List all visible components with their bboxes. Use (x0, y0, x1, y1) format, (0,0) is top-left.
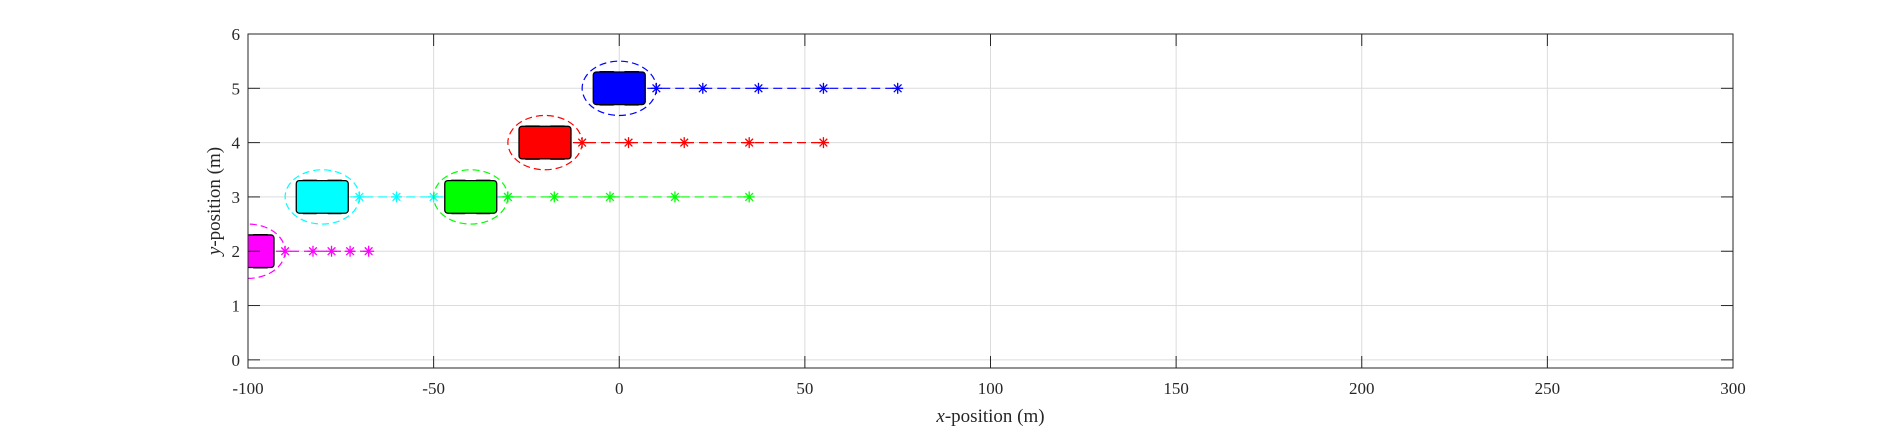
trajectory-point (817, 137, 829, 149)
tick-labels: -100 -50 0 50 100 150 200 250 300 0 1 2 3 4 5 6 (232, 25, 1746, 398)
vehicle-series (433, 169, 755, 225)
vehicle (295, 179, 349, 215)
vehicle-wheel (228, 265, 244, 269)
trajectory-point (743, 191, 755, 203)
vehicle-body (518, 125, 572, 160)
x-axis-label: x-position (m) (935, 406, 1044, 427)
trajectory-point (817, 82, 829, 94)
trajectory-point (344, 245, 356, 257)
trajectory-point (604, 191, 616, 203)
vehicle (228, 233, 275, 269)
x-tick-label: 50 (796, 379, 813, 398)
y-tick-label: 5 (232, 79, 241, 98)
trajectory-point (576, 137, 588, 149)
x-tick-label: 150 (1163, 379, 1189, 398)
x-tick-label: -100 (232, 379, 263, 398)
series-layer (228, 60, 904, 279)
ticks (247, 33, 1734, 368)
y-tick-label: 0 (232, 351, 241, 370)
y-tick-label: 3 (232, 188, 241, 207)
trajectory-point (363, 245, 375, 257)
trajectory-point (502, 191, 514, 203)
vehicle (518, 125, 572, 160)
vehicle-series (228, 223, 375, 279)
x-tick-label: 200 (1349, 379, 1375, 398)
vehicle-series (507, 114, 829, 171)
trajectory-point (548, 191, 560, 203)
vehicle (592, 71, 646, 106)
trajectory-point (892, 82, 904, 94)
trajectory-point (752, 82, 764, 94)
x-tick-label: 0 (615, 379, 624, 398)
trajectory-point (678, 137, 690, 149)
trajectory-point (669, 191, 681, 203)
y-tick-label: 6 (232, 25, 241, 44)
trajectory-point (650, 82, 662, 94)
vehicle-body (248, 234, 275, 269)
trajectory-point (326, 245, 338, 257)
vehicle-body (444, 179, 498, 214)
x-tick-label: 250 (1535, 379, 1561, 398)
x-tick-label: -50 (422, 379, 445, 398)
trajectory-point (743, 137, 755, 149)
x-tick-label: 100 (978, 379, 1004, 398)
trajectory-point (697, 82, 709, 94)
vehicle-series (581, 60, 904, 117)
y-tick-label: 2 (232, 242, 241, 261)
vehicle-wheel (228, 234, 244, 238)
vehicle-body (295, 179, 349, 214)
y-axis-label: y-position (m) (204, 147, 225, 257)
y-tick-label: 1 (232, 297, 241, 316)
trajectory-point (391, 191, 402, 203)
trajectory-point (279, 245, 291, 257)
vehicle (444, 179, 498, 215)
trajectory-point (353, 191, 365, 203)
y-tick-label: 4 (232, 134, 241, 153)
vehicle-body (592, 71, 646, 106)
trajectory-point (623, 137, 635, 149)
x-tick-label: 300 (1720, 379, 1746, 398)
trajectory-point (307, 245, 319, 257)
